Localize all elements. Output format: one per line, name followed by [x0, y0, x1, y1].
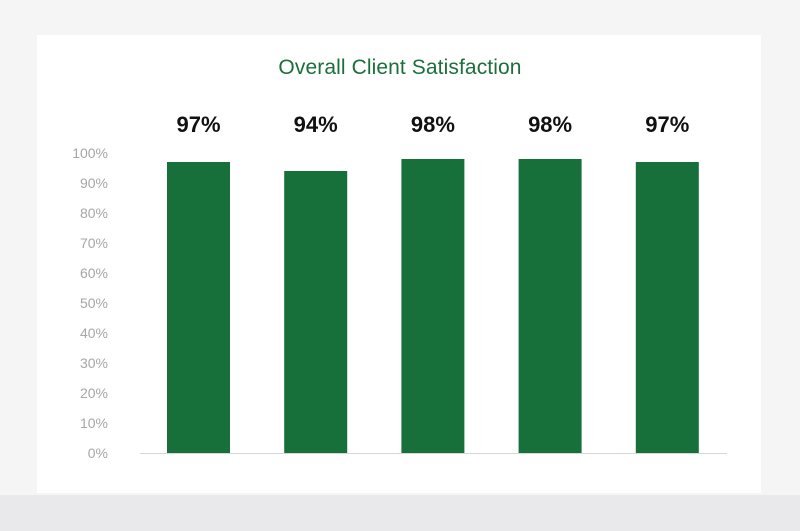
y-tick-label: 0% — [88, 445, 108, 461]
data-labels-group: 97% 94% 98% 98% 97% — [176, 112, 689, 137]
y-tick-label: 90% — [80, 175, 108, 191]
bar — [401, 159, 465, 453]
y-tick-label: 60% — [80, 265, 108, 281]
y-tick-label: 30% — [80, 355, 108, 371]
y-tick-label: 80% — [80, 205, 108, 221]
bar-value-label: 97% — [176, 112, 220, 137]
y-tick-label: 50% — [80, 295, 108, 311]
y-tick-label: 40% — [80, 325, 108, 341]
chart-title: Overall Client Satisfaction — [278, 56, 522, 79]
bars-group — [167, 159, 699, 453]
bar-value-label: 98% — [411, 112, 455, 137]
bar — [518, 159, 582, 453]
y-tick-label: 70% — [80, 235, 108, 251]
bar-value-label: 98% — [528, 112, 572, 137]
y-tick-label: 100% — [72, 145, 108, 161]
bar — [635, 162, 699, 453]
y-tick-label: 20% — [80, 385, 108, 401]
bar-value-label: 94% — [294, 112, 338, 137]
bar — [284, 171, 348, 453]
frame-bottom-edge — [0, 495, 800, 531]
y-axis-ticks: 0% 10% 20% 30% 40% 50% 60% 70% 80% 90% 100% — [72, 145, 108, 461]
bar — [167, 162, 230, 453]
y-tick-label: 10% — [80, 415, 108, 431]
bar-value-label: 97% — [645, 112, 689, 137]
